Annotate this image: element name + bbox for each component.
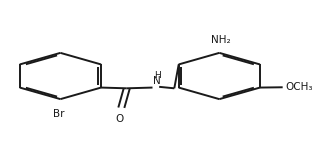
Text: OCH₃: OCH₃	[286, 82, 313, 92]
Text: NH₂: NH₂	[211, 35, 231, 45]
Text: O: O	[116, 114, 124, 124]
Text: H: H	[155, 71, 161, 80]
Text: N: N	[153, 76, 161, 86]
Text: Br: Br	[53, 109, 65, 119]
